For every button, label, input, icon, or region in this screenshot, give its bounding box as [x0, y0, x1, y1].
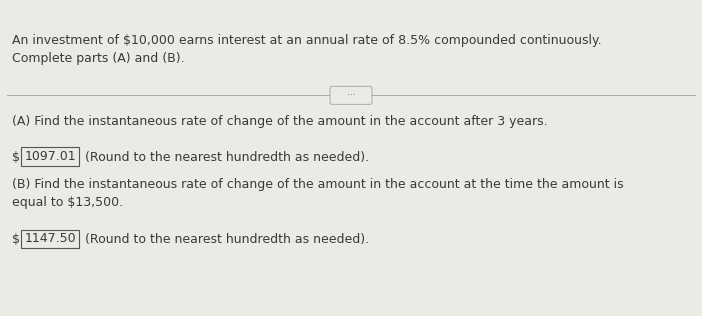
- Text: 1147.50: 1147.50: [24, 232, 76, 245]
- Text: An investment of $10,000 earns interest at an annual rate of 8.5% compounded con: An investment of $10,000 earns interest …: [12, 34, 602, 47]
- Text: 1097.01: 1097.01: [24, 150, 76, 163]
- Text: $: $: [12, 150, 20, 163]
- Text: Complete parts (A) and (B).: Complete parts (A) and (B).: [12, 52, 185, 65]
- Text: (A) Find the instantaneous rate of change of the amount in the account after 3 y: (A) Find the instantaneous rate of chang…: [12, 115, 548, 128]
- Text: equal to $13,500.: equal to $13,500.: [12, 196, 123, 209]
- FancyBboxPatch shape: [21, 230, 79, 248]
- Text: ···: ···: [347, 91, 355, 100]
- FancyBboxPatch shape: [330, 86, 372, 104]
- Text: $: $: [12, 233, 20, 246]
- Text: (B) Find the instantaneous rate of change of the amount in the account at the ti: (B) Find the instantaneous rate of chang…: [12, 178, 623, 191]
- Text: (Round to the nearest hundredth as needed).: (Round to the nearest hundredth as neede…: [81, 233, 369, 246]
- Text: (Round to the nearest hundredth as needed).: (Round to the nearest hundredth as neede…: [81, 150, 369, 163]
- FancyBboxPatch shape: [21, 148, 79, 166]
